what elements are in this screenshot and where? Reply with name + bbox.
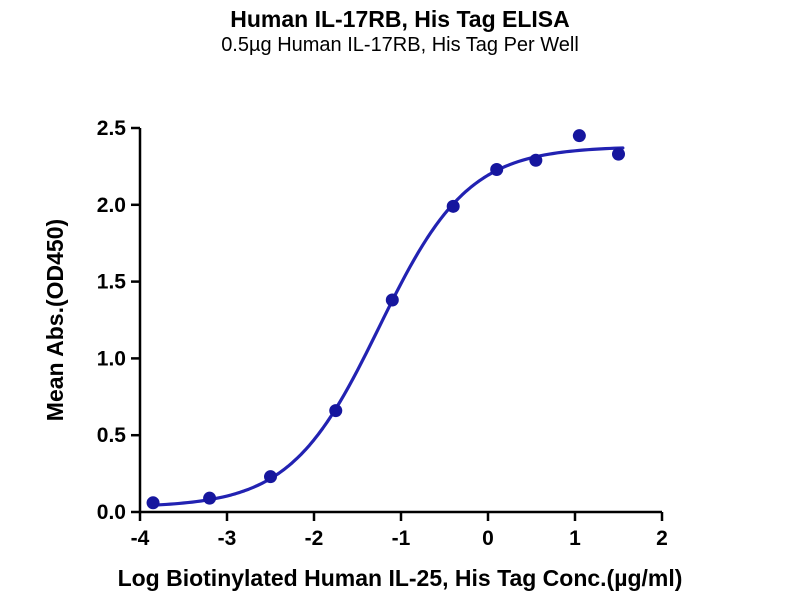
fit-curve <box>151 146 625 507</box>
data-point <box>146 496 160 510</box>
data-point <box>529 153 543 167</box>
y-tick-label: 0.5 <box>97 424 127 447</box>
data-point <box>612 147 625 161</box>
data-point <box>329 404 343 418</box>
x-tick-label: 1 <box>569 527 581 550</box>
data-point <box>264 470 277 484</box>
x-tick-label: -4 <box>131 527 150 550</box>
y-tick-label: 2.0 <box>97 194 126 217</box>
y-axis-title: Mean Abs.(OD450) <box>42 218 68 422</box>
chart-subtitle: 0.5µg Human IL-17RB, His Tag Per Well <box>221 34 579 56</box>
x-axis-title: Log Biotinylated Human IL-25, His Tag Co… <box>117 565 683 591</box>
y-tick-label: 1.0 <box>97 347 126 370</box>
y-tick-label: 1.5 <box>97 271 127 294</box>
data-point <box>572 129 586 143</box>
y-tick-label: 0.0 <box>97 501 126 524</box>
y-tick-label: 2.5 <box>97 117 127 140</box>
data-point <box>490 162 504 176</box>
data-point <box>385 293 399 307</box>
data-point <box>203 491 217 505</box>
chart-title: Human IL-17RB, His Tag ELISA <box>230 6 570 32</box>
x-tick-label: -3 <box>218 527 237 550</box>
data-point <box>446 199 460 213</box>
x-tick-label: -1 <box>392 527 411 550</box>
x-tick-label: 2 <box>656 527 668 550</box>
x-tick-label: 0 <box>482 527 494 550</box>
x-tick-label: -2 <box>305 527 324 550</box>
